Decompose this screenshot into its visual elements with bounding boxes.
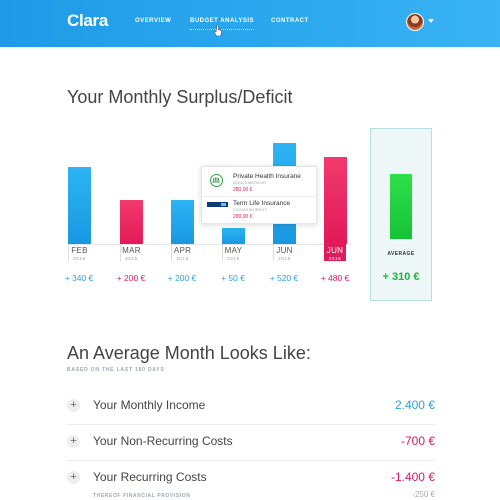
row-amount: -700 € bbox=[400, 434, 435, 448]
plus-icon[interactable]: + bbox=[67, 471, 80, 484]
average-month-title: An Average Month Looks Like: bbox=[67, 343, 311, 363]
subrow-label: THEREOF FINANCIAL PROVISION bbox=[93, 493, 191, 499]
average-value: + 310 € bbox=[382, 271, 420, 283]
month-label-apr[interactable]: APR 2016 bbox=[171, 244, 193, 261]
delta-feb: + 340 € bbox=[64, 273, 94, 283]
tooltip-divider bbox=[202, 196, 316, 197]
delta-jun: + 520 € bbox=[269, 273, 299, 283]
row-label: Your Monthly Income bbox=[93, 398, 206, 412]
delta-mar: + 200 € bbox=[116, 273, 146, 283]
row-divider bbox=[67, 460, 435, 461]
life-insurer-logo-icon bbox=[207, 202, 228, 207]
bar-may[interactable] bbox=[222, 228, 245, 244]
row-label: Your Recurring Costs bbox=[93, 470, 207, 484]
month-label-feb[interactable]: FEB 2016 bbox=[68, 244, 90, 261]
row-divider bbox=[67, 424, 435, 425]
chevron-down-icon[interactable] bbox=[428, 19, 434, 23]
plus-icon[interactable]: + bbox=[67, 399, 80, 412]
nav-budget-analysis[interactable]: BUDGET ANALYSIS bbox=[190, 18, 255, 30]
bar-apr[interactable] bbox=[171, 200, 194, 244]
delta-jun-2: + 480 € bbox=[320, 273, 350, 283]
plus-icon[interactable]: + bbox=[67, 435, 80, 448]
month-label-jun[interactable]: JUN 2016 bbox=[273, 244, 295, 261]
month-label-mar[interactable]: MAR 2016 bbox=[120, 244, 142, 261]
row-label: Your Non-Recurring Costs bbox=[93, 434, 233, 448]
bar-average bbox=[390, 174, 412, 239]
row-non-recurring-costs[interactable]: + Your Non-Recurring Costs -700 € bbox=[67, 433, 435, 455]
tooltip-item-price: 200,00 € bbox=[233, 214, 253, 220]
month-label-jun-selected[interactable]: JUN 2016 bbox=[324, 244, 346, 261]
row-amount: 2.400 € bbox=[394, 398, 435, 412]
nav-overview[interactable]: OVERVIEW bbox=[135, 18, 172, 24]
tooltip-item-provider: COSMOSDIREKT bbox=[233, 208, 268, 212]
tooltip-item-price: 280,00 € bbox=[233, 187, 253, 193]
avatar[interactable] bbox=[406, 13, 424, 31]
surplus-title: Your Monthly Surplus/Deficit bbox=[67, 87, 293, 107]
subrow-amount: -250 € bbox=[412, 490, 435, 499]
delta-apr: + 200 € bbox=[167, 273, 197, 283]
nav-contract[interactable]: CONTRACT bbox=[271, 18, 309, 24]
average-label: AVERAGE bbox=[387, 251, 415, 257]
tooltip-item-name: Private Health Insurane bbox=[233, 173, 301, 180]
row-amount: -1.400 € bbox=[390, 470, 435, 484]
app-logo[interactable]: Clara bbox=[67, 11, 109, 30]
month-label-may[interactable]: MAY 2016 bbox=[222, 244, 244, 261]
tooltip-item-name: Term Life Insurance bbox=[233, 200, 291, 207]
hand-cursor-icon bbox=[214, 25, 222, 36]
health-insurer-logo-icon bbox=[210, 174, 223, 187]
bar-mar[interactable] bbox=[120, 200, 143, 244]
chart-baseline bbox=[67, 244, 351, 245]
average-month-subtitle: BASED ON THE LAST 180 DAYS bbox=[67, 367, 165, 373]
tooltip-item-provider: NONCEMERKUR bbox=[233, 181, 267, 185]
top-nav-bar: Clara OVERVIEW BUDGET ANALYSIS CONTRACT bbox=[0, 0, 500, 47]
bar-jun-2[interactable] bbox=[324, 157, 347, 244]
bar-feb[interactable] bbox=[68, 167, 91, 244]
row-monthly-income[interactable]: + Your Monthly Income 2.400 € bbox=[67, 397, 435, 419]
delta-may: + 50 € bbox=[221, 273, 245, 283]
row-recurring-costs[interactable]: + Your Recurring Costs -1.400 € bbox=[67, 469, 435, 491]
contracts-tooltip: Private Health Insurane NONCEMERKUR 280,… bbox=[201, 166, 317, 224]
